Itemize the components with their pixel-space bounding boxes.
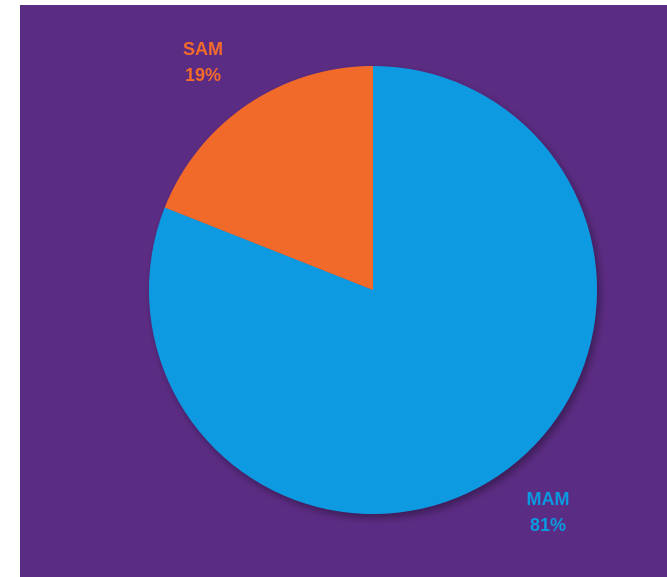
pie-labels: MAM 81% SAM 19%	[183, 39, 570, 535]
pie-slice-mam	[149, 66, 598, 515]
slice-label-sam: SAM	[183, 39, 223, 59]
slice-value-sam: 19%	[185, 65, 221, 85]
slice-value-mam: 81%	[530, 515, 566, 535]
pie-slices	[149, 66, 598, 515]
slice-label-mam: MAM	[527, 489, 570, 509]
pie-slice-sam	[164, 66, 373, 290]
